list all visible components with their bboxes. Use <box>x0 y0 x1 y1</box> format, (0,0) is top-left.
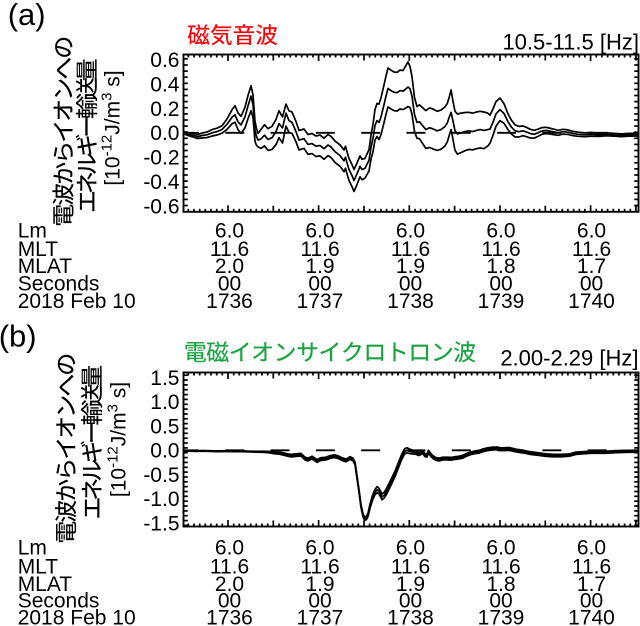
svg-text:11.6: 11.6 <box>210 555 249 578</box>
svg-text:00: 00 <box>580 273 603 296</box>
svg-text:MLAT: MLAT <box>18 255 73 278</box>
svg-text:11.6: 11.6 <box>300 555 339 578</box>
svg-text:Lm: Lm <box>18 219 47 242</box>
svg-text:-0.4: -0.4 <box>143 171 180 194</box>
svg-text:6.0: 6.0 <box>577 219 606 242</box>
svg-text:11.6: 11.6 <box>391 238 430 261</box>
svg-text:2.0: 2.0 <box>215 255 244 278</box>
svg-text:00: 00 <box>308 273 331 296</box>
svg-text:1.9: 1.9 <box>305 255 334 278</box>
svg-text:00: 00 <box>580 589 603 612</box>
svg-text:1739: 1739 <box>478 290 525 313</box>
svg-text:-1.0: -1.0 <box>143 488 179 511</box>
svg-text:0.2: 0.2 <box>150 98 179 121</box>
svg-text:11.6: 11.6 <box>481 555 520 578</box>
svg-text:1.8: 1.8 <box>486 573 515 596</box>
svg-text:-0.6: -0.6 <box>143 196 179 219</box>
svg-text:10.5-11.5 [Hz]: 10.5-11.5 [Hz] <box>502 30 639 55</box>
svg-text:6.0: 6.0 <box>396 536 425 559</box>
svg-text:00: 00 <box>399 589 422 612</box>
svg-text:0.0: 0.0 <box>150 440 179 463</box>
svg-text:6.0: 6.0 <box>486 536 515 559</box>
svg-text:6.0: 6.0 <box>305 219 334 242</box>
svg-text:0.5: 0.5 <box>150 416 179 439</box>
svg-text:2.0: 2.0 <box>215 573 244 596</box>
svg-text:00: 00 <box>489 273 512 296</box>
svg-text:1736: 1736 <box>206 607 253 626</box>
svg-text:1736: 1736 <box>206 290 253 313</box>
svg-text:Seconds: Seconds <box>18 273 100 296</box>
svg-text:1737: 1737 <box>297 290 344 313</box>
svg-text:MLAT: MLAT <box>18 573 73 596</box>
svg-text:[10-12J/m3 s]: [10-12J/m3 s] <box>99 70 125 185</box>
svg-text:-0.2: -0.2 <box>143 147 179 170</box>
svg-text:6.0: 6.0 <box>305 536 334 559</box>
svg-text:1737: 1737 <box>297 607 344 626</box>
svg-text:1740: 1740 <box>568 607 615 626</box>
svg-text:1.7: 1.7 <box>577 255 606 278</box>
svg-text:-0.5: -0.5 <box>143 464 179 487</box>
svg-text:(b): (b) <box>0 319 37 354</box>
svg-text:0.0: 0.0 <box>150 122 179 145</box>
svg-text:11.6: 11.6 <box>481 238 520 261</box>
svg-text:MLT: MLT <box>18 238 59 261</box>
svg-text:6.0: 6.0 <box>215 219 244 242</box>
svg-text:1739: 1739 <box>478 607 525 626</box>
svg-text:1.9: 1.9 <box>305 573 334 596</box>
svg-text:11.6: 11.6 <box>391 555 430 578</box>
svg-text:6.0: 6.0 <box>577 536 606 559</box>
svg-text:1.8: 1.8 <box>486 255 515 278</box>
svg-text:[10-12J/m3 s]: [10-12J/m3 s] <box>104 382 130 497</box>
svg-text:-1.5: -1.5 <box>143 512 179 535</box>
svg-text:1738: 1738 <box>387 290 434 313</box>
svg-text:1740: 1740 <box>568 290 615 313</box>
svg-text:00: 00 <box>218 589 241 612</box>
svg-text:Seconds: Seconds <box>18 589 100 612</box>
svg-text:2.00-2.29 [Hz]: 2.00-2.29 [Hz] <box>500 345 638 370</box>
svg-text:2018 Feb 10: 2018 Feb 10 <box>18 607 136 626</box>
svg-text:0.4: 0.4 <box>150 73 180 96</box>
svg-text:1.7: 1.7 <box>577 573 606 596</box>
svg-text:11.6: 11.6 <box>210 238 249 261</box>
svg-text:Lm: Lm <box>18 536 47 559</box>
svg-text:MLT: MLT <box>18 555 59 578</box>
svg-text:6.0: 6.0 <box>396 219 425 242</box>
svg-text:2018 Feb 10: 2018 Feb 10 <box>18 290 136 313</box>
svg-text:6.0: 6.0 <box>215 536 244 559</box>
svg-text:1738: 1738 <box>387 607 434 626</box>
svg-text:00: 00 <box>489 589 512 612</box>
svg-text:(a): (a) <box>8 0 46 32</box>
svg-text:0.6: 0.6 <box>150 49 179 72</box>
svg-text:11.6: 11.6 <box>572 555 611 578</box>
svg-text:1.9: 1.9 <box>396 573 425 596</box>
svg-text:6.0: 6.0 <box>486 219 515 242</box>
svg-text:00: 00 <box>399 273 422 296</box>
svg-text:1.9: 1.9 <box>396 255 425 278</box>
svg-text:11.6: 11.6 <box>572 238 611 261</box>
svg-text:1.5: 1.5 <box>150 367 179 390</box>
svg-text:00: 00 <box>218 273 241 296</box>
svg-text:00: 00 <box>308 589 331 612</box>
svg-text:1.0: 1.0 <box>150 391 179 414</box>
svg-text:11.6: 11.6 <box>300 238 339 261</box>
